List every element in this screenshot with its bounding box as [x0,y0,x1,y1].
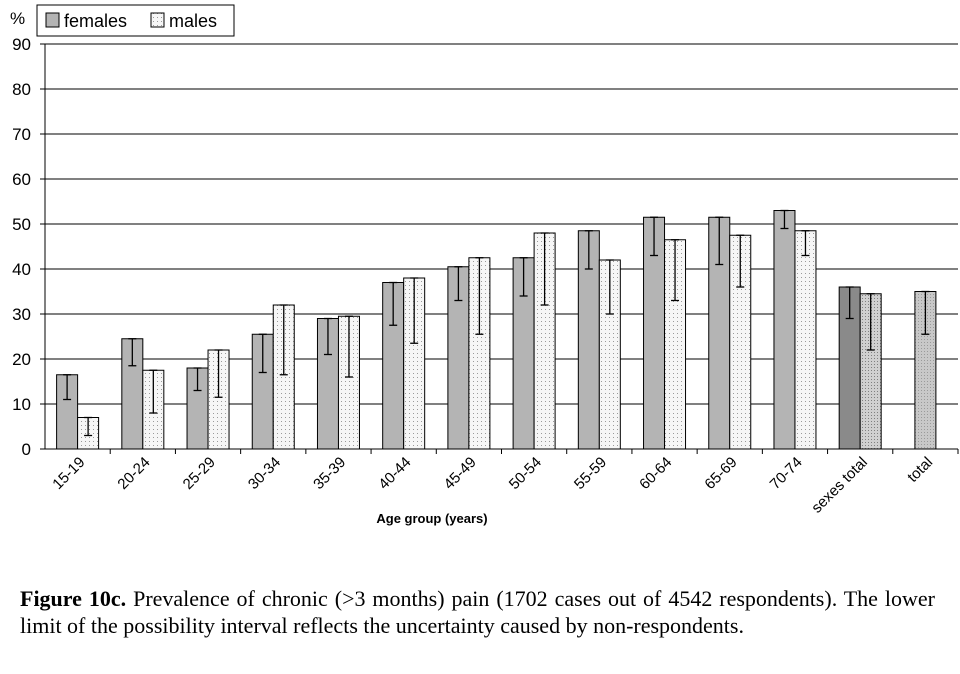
x-tick-label-30-34: 30-34 [245,454,284,493]
y-tick-label-50: 50 [12,215,31,234]
caption-text: Prevalence of chronic (>3 months) pain (… [20,586,935,638]
bar-chart: 0 10 20 30 40 50 60 70 80 90 15-19 20-24 25-29 30-34… [10,4,959,526]
x-axis-title: Age group (years) [376,511,487,526]
legend-label-females: females [64,11,127,31]
y-tick-label-70: 70 [12,125,31,144]
x-tick-label-total: total [904,454,936,486]
x-tick-label-45-49: 45-49 [441,454,480,493]
legend-label-males: males [169,11,217,31]
bar-females-70-74 [773,210,796,450]
x-tick-label-20-24: 20-24 [114,454,153,493]
x-tick-label-sexes-total: sexes total [808,454,871,517]
legend-swatch-males [150,12,165,28]
y-tick-label-10: 10 [12,395,31,414]
bars [56,210,937,450]
x-tick-label-15-19: 15-19 [49,454,88,493]
x-tick-label-40-44: 40-44 [375,454,414,493]
y-tick-label-40: 40 [12,260,31,279]
error-bars [63,209,930,437]
y-tick-label-30: 30 [12,305,31,324]
y-tick-label-90: 90 [12,35,31,54]
x-tick-labels: 15-19 20-24 25-29 30-34 35-39 40-44 45-49 50-54… [49,454,936,517]
x-tick-label-55-59: 55-59 [571,454,610,493]
y-tick-label-0: 0 [22,440,31,459]
x-tick-label-60-64: 60-64 [636,454,675,493]
legend: females males [36,4,235,37]
caption-label: Figure 10c. [20,586,127,611]
legend-swatch-females [45,12,60,28]
x-tick-label-25-29: 25-29 [180,454,219,493]
y-tick-label-80: 80 [12,80,31,99]
legend-box [36,4,235,37]
y-tick-labels: 0 10 20 30 40 50 60 70 80 90 [12,35,31,459]
x-tick-label-50-54: 50-54 [506,454,545,493]
bar-males-70-74 [794,230,817,450]
y-axis-unit: % [10,9,25,28]
x-tick-label-70-74: 70-74 [767,454,806,493]
x-tick-label-35-39: 35-39 [310,454,349,493]
x-tick-label-65-69: 65-69 [701,454,740,493]
y-tick-label-20: 20 [12,350,31,369]
gridlines [40,43,959,454]
y-tick-label-60: 60 [12,170,31,189]
figure-caption: Figure 10c. Prevalence of chronic (>3 mo… [20,585,935,639]
